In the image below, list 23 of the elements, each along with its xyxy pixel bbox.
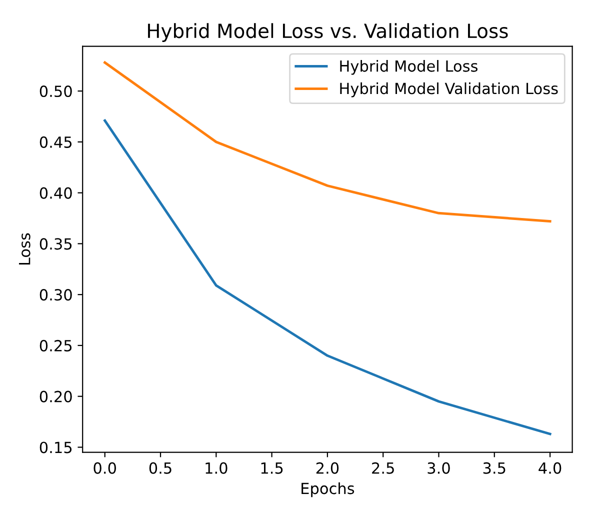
y-tick-label: 0.50: [40, 86, 72, 98]
legend-label: Hybrid Model Loss: [340, 60, 478, 75]
x-tick-label: 4.0: [538, 462, 562, 474]
x-tick-label: 2.5: [372, 462, 394, 474]
x-tick-label: 0.5: [149, 462, 172, 474]
x-axis-title: Epochs: [302, 482, 354, 498]
y-tick-label: 0.40: [40, 187, 72, 199]
y-tick-label: 0.15: [40, 442, 72, 454]
y-axis-title: Loss: [18, 233, 30, 265]
x-tick-label: 0.0: [94, 462, 116, 474]
x-tick-label: 3.0: [428, 462, 450, 474]
legend-label: Hybrid Model Validation Loss: [340, 82, 558, 98]
y-tick-label: 0.35: [40, 238, 72, 250]
x-tick-label: 3.5: [483, 462, 506, 474]
y-tick-label: 0.30: [40, 289, 72, 301]
y-tick-label: 0.25: [40, 340, 72, 352]
x-tick-label: 1.0: [206, 462, 228, 474]
x-tick-label: 2.0: [316, 462, 339, 474]
x-tick-label: 1.5: [261, 462, 283, 474]
line-series: [104, 119, 552, 436]
y-tick-label: 0.20: [40, 390, 72, 402]
chart-title: Hybrid Model Loss vs. Validation Loss: [148, 23, 508, 42]
y-tick-label: 0.45: [40, 136, 72, 148]
